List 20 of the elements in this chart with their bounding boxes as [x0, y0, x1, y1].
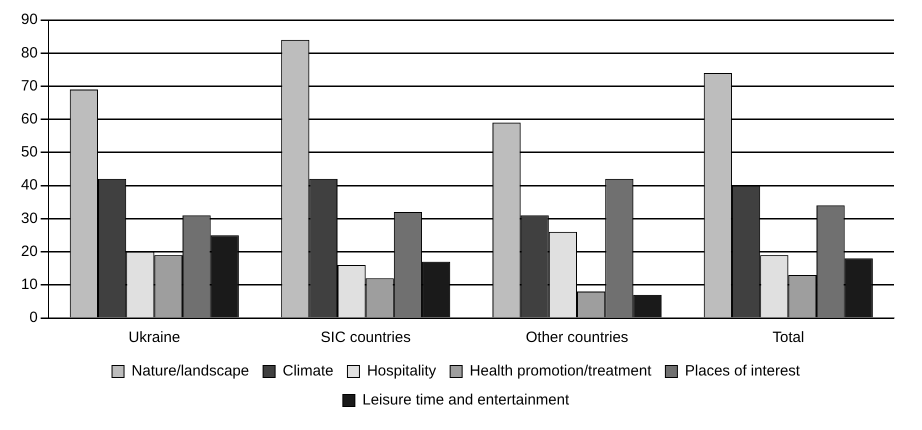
legend-label: Leisure time and entertainment — [362, 392, 570, 409]
legend-label: Climate — [282, 362, 334, 380]
x-tick-label: SIC countries — [320, 329, 411, 346]
x-tick-label: Total — [772, 329, 804, 346]
legend-label: Health promotion/treatment — [470, 362, 652, 380]
y-tick-label: 10 — [20, 276, 38, 294]
legend-label: Hospitality — [366, 362, 437, 380]
legend-label: Places of interest — [684, 362, 801, 380]
y-tick-label: 50 — [20, 144, 38, 161]
y-tick-label: 30 — [20, 210, 38, 227]
x-tick-label: Ukraine — [128, 329, 180, 346]
y-tick-label: 60 — [20, 110, 38, 128]
y-tick-label: 70 — [20, 77, 38, 94]
y-tick-label: 40 — [20, 176, 38, 194]
legend-label: Nature/landscape — [132, 362, 250, 380]
y-tick-label: 90 — [20, 11, 38, 28]
y-tick-label: 20 — [20, 242, 38, 260]
x-tick-label: Other countries — [526, 329, 628, 346]
y-tick-label: 0 — [29, 309, 38, 326]
y-tick-label: 80 — [20, 44, 38, 62]
